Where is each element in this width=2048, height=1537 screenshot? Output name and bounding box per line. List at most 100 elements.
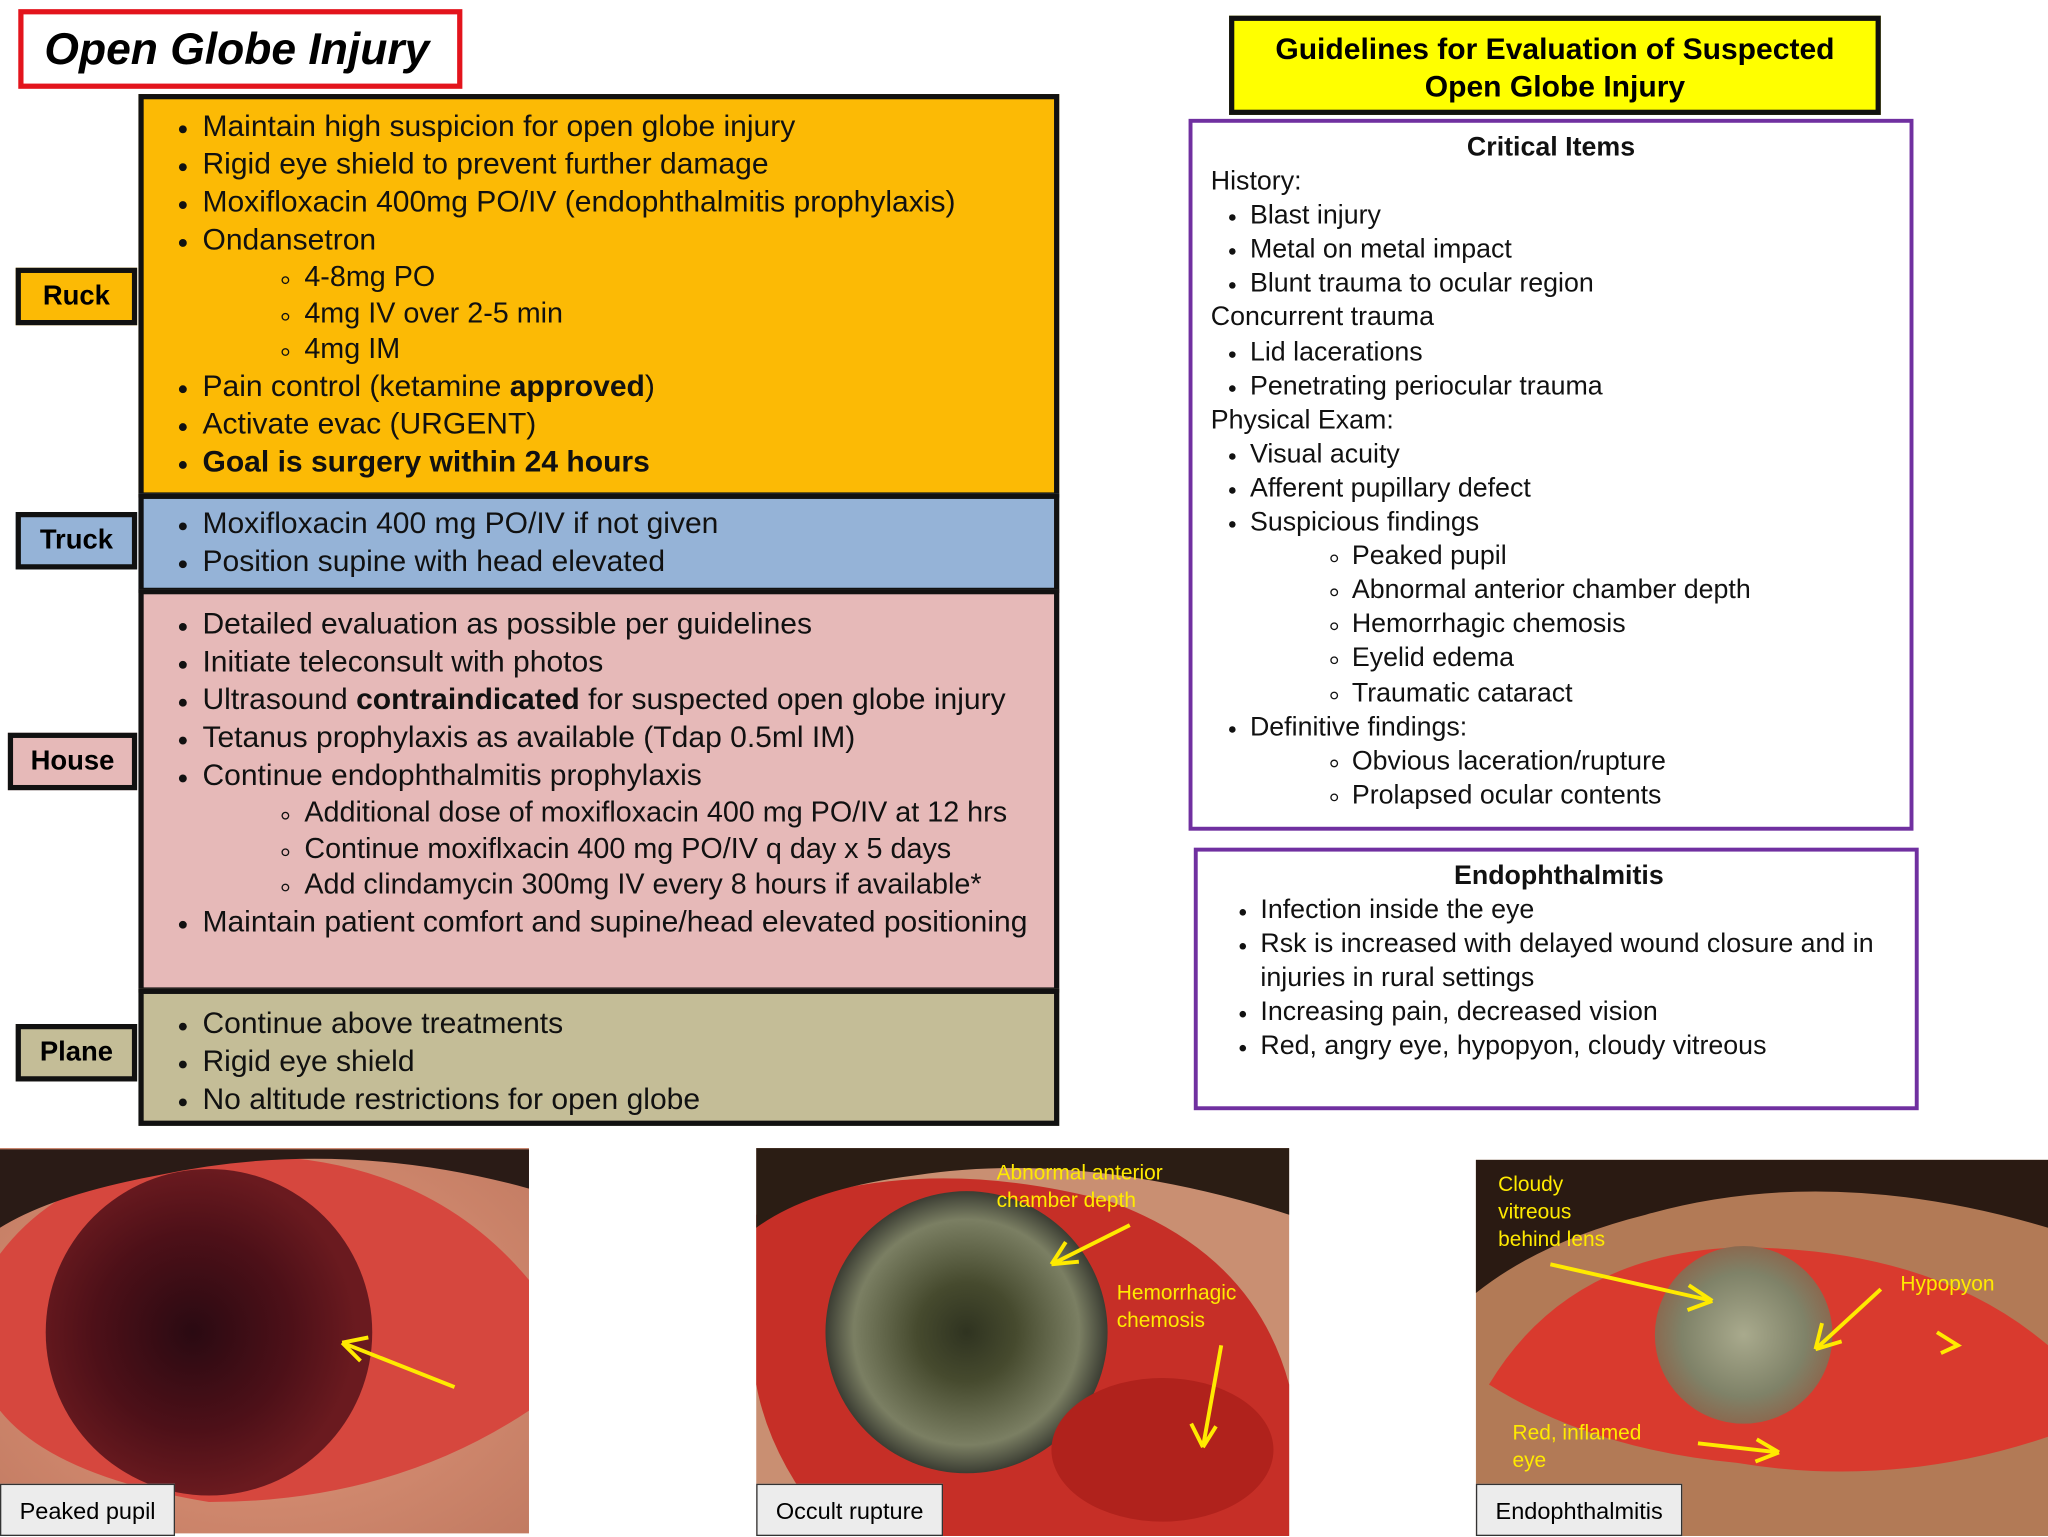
phase-label: Ruck	[15, 267, 138, 326]
phase-label: Plane	[15, 1023, 138, 1082]
panel-list: Infection inside the eyeRsk is increased…	[1221, 894, 1896, 1064]
item-text: Moxifloxacin 400 mg PO/IV if not given	[202, 505, 719, 540]
section-heading: Physical Exam:	[1210, 404, 1394, 435]
phase-list: Detailed evaluation as possible per guid…	[144, 605, 1054, 940]
list-item: Rsk is increased with delayed wound clos…	[1260, 928, 1896, 996]
sub-list: 4-8mg PO4mg IV over 2-5 min4mg IM	[202, 259, 1054, 367]
list-item: Metal on metal impact	[1250, 233, 1891, 267]
list-item: Detailed evaluation as possible per guid…	[202, 605, 1054, 643]
item-text: Continue above treatments	[202, 1005, 564, 1040]
panel-heading: Critical Items	[1466, 131, 1636, 162]
list-item: Tetanus prophylaxis as available (Tdap 0…	[202, 718, 1054, 756]
item-text: Lid lacerations	[1249, 336, 1423, 367]
list-item: Maintain high suspicion for open globe i…	[202, 107, 1054, 145]
list-item: Additional dose of moxifloxacin 400 mg P…	[304, 794, 1054, 830]
list-item: Ondansetron4-8mg PO4mg IV over 2-5 min4m…	[202, 221, 1054, 367]
item-text: Prolapsed ocular contents	[1351, 779, 1662, 810]
item-text: Blast injury	[1249, 200, 1381, 231]
item-text: Add clindamycin 300mg IV every 8 hours i…	[304, 867, 982, 900]
list-item: Prolapsed ocular contents	[1352, 778, 1891, 812]
item-text: )	[644, 367, 655, 402]
item-text: Traumatic cataract	[1351, 677, 1573, 708]
phase-box: Continue above treatmentsRigid eye shiel…	[138, 988, 1060, 1126]
list-item: Definitive findings:Obvious laceration/r…	[1250, 710, 1891, 812]
item-text: Abnormal anterior chamber depth	[1351, 574, 1751, 606]
item-text: Penetrating periocular trauma	[1249, 370, 1603, 401]
photo	[756, 1148, 1290, 1536]
item-text: 4mg IM	[304, 331, 401, 365]
list-item: Obvious laceration/rupture	[1352, 744, 1891, 778]
sub-list: Obvious laceration/ruptureProlapsed ocul…	[1250, 744, 1891, 812]
item-text: Increasing pain, decreased vision	[1260, 997, 1658, 1028]
photo-annotation: Abnormal anterior chamber depth	[996, 1162, 1163, 1213]
phase-list: Maintain high suspicion for open globe i…	[144, 107, 1054, 480]
item-text: Additional dose of moxifloxacin 400 mg P…	[304, 795, 1008, 829]
item-text: Visual acuity	[1249, 438, 1400, 469]
guidelines-title: Guidelines for Evaluation of Suspected O…	[1229, 15, 1881, 115]
item-text: Obvious laceration/rupture	[1351, 745, 1666, 776]
item-text: Rsk is increased with delayed wound clos…	[1260, 928, 1874, 994]
photo-caption: Peaked pupil	[0, 1483, 176, 1536]
item-text: Ultrasound	[202, 681, 357, 716]
list-item: Suspicious findingsPeaked pupilAbnormal …	[1250, 506, 1891, 710]
list-item: Red, angry eye, hypopyon, cloudy vitreou…	[1260, 1030, 1896, 1064]
section-heading: History:	[1210, 165, 1302, 197]
phase-box: Maintain high suspicion for open globe i…	[138, 94, 1060, 498]
list-item: Traumatic cataract	[1352, 676, 1891, 710]
photo-annotation: Red, inflamed eye	[1512, 1422, 1642, 1472]
list-item: Abnormal anterior chamber depth	[1352, 574, 1891, 608]
list-item: Hemorrhagic chemosis	[1352, 608, 1891, 642]
panel-list: Blast injuryMetal on metal impactBlunt t…	[1211, 199, 1891, 301]
item-text: Initiate teleconsult with photos	[202, 643, 604, 678]
phase-label: House	[7, 732, 138, 791]
item-text: Hemorrhagic chemosis	[1351, 609, 1626, 640]
endophthalmitis-panel: Endophthalmitis Infection inside the eye…	[1193, 847, 1919, 1111]
item-text: Maintain high suspicion for open globe i…	[202, 108, 796, 143]
bold-text: Goal is surgery within 24 hours	[202, 443, 650, 478]
item-text: Rigid eye shield to prevent further dama…	[202, 146, 769, 181]
list-item: Continue moxiflxacin 400 mg PO/IV q day …	[304, 830, 1054, 866]
item-text: 4mg IV over 2-5 min	[304, 295, 564, 329]
list-item: Moxifloxacin 400 mg PO/IV if not given	[202, 504, 1054, 542]
list-item: Maintain patient comfort and supine/head…	[202, 902, 1054, 940]
sub-list: Peaked pupilAbnormal anterior chamber de…	[1250, 540, 1891, 710]
item-text: Afferent pupillary defect	[1249, 472, 1531, 503]
item-text: Blunt trauma to ocular region	[1249, 268, 1594, 299]
list-item: Pain control (ketamine approved)	[202, 366, 1054, 404]
phase-list: Continue above treatmentsRigid eye shiel…	[144, 1004, 1054, 1118]
item-text: Pain control (ketamine	[202, 367, 510, 402]
panel-heading: Endophthalmitis	[1453, 860, 1664, 891]
list-item: Moxifloxacin 400mg PO/IV (endophthalmiti…	[202, 183, 1054, 221]
item-text: Activate evac (URGENT)	[202, 405, 537, 440]
item-text: for suspected open globe injury	[579, 681, 1006, 716]
item-text: Detailed evaluation as possible per guid…	[202, 606, 813, 640]
photo-annotation: Hemorrhagic chemosis	[1116, 1282, 1237, 1333]
list-item: Increasing pain, decreased vision	[1260, 996, 1896, 1030]
list-item: Ultrasound contraindicated for suspected…	[202, 680, 1054, 718]
list-item: Visual acuity	[1250, 437, 1891, 471]
list-item: Continue endophthalmitis prophylaxisAddi…	[202, 756, 1054, 902]
list-item: Add clindamycin 300mg IV every 8 hours i…	[304, 866, 1054, 902]
item-text: Maintain patient comfort and supine/head…	[202, 903, 1028, 938]
panel-list: Lid lacerationsPenetrating periocular tr…	[1211, 335, 1891, 403]
list-item: Lid lacerations	[1250, 335, 1891, 369]
list-item: No altitude restrictions for open globe	[202, 1080, 1054, 1118]
item-text: Continue moxiflxacin 400 mg PO/IV q day …	[304, 831, 952, 864]
item-text: Definitive findings:	[1249, 711, 1468, 742]
photo	[0, 1148, 529, 1534]
item-text: Peaked pupil	[1351, 540, 1507, 571]
photo-annotation: Hypopyon	[1900, 1273, 1995, 1296]
list-item: Initiate teleconsult with photos	[202, 643, 1054, 681]
list-item: Blunt trauma to ocular region	[1250, 267, 1891, 301]
photo-caption: Occult rupture	[756, 1483, 944, 1536]
list-item: Afferent pupillary defect	[1250, 471, 1891, 505]
section-heading: Concurrent trauma	[1210, 302, 1435, 333]
bold-text: approved	[509, 367, 645, 402]
phase-label: Truck	[15, 511, 138, 570]
item-text: Rigid eye shield	[202, 1043, 415, 1078]
phase-list: Moxifloxacin 400 mg PO/IV if not givenPo…	[144, 504, 1054, 580]
